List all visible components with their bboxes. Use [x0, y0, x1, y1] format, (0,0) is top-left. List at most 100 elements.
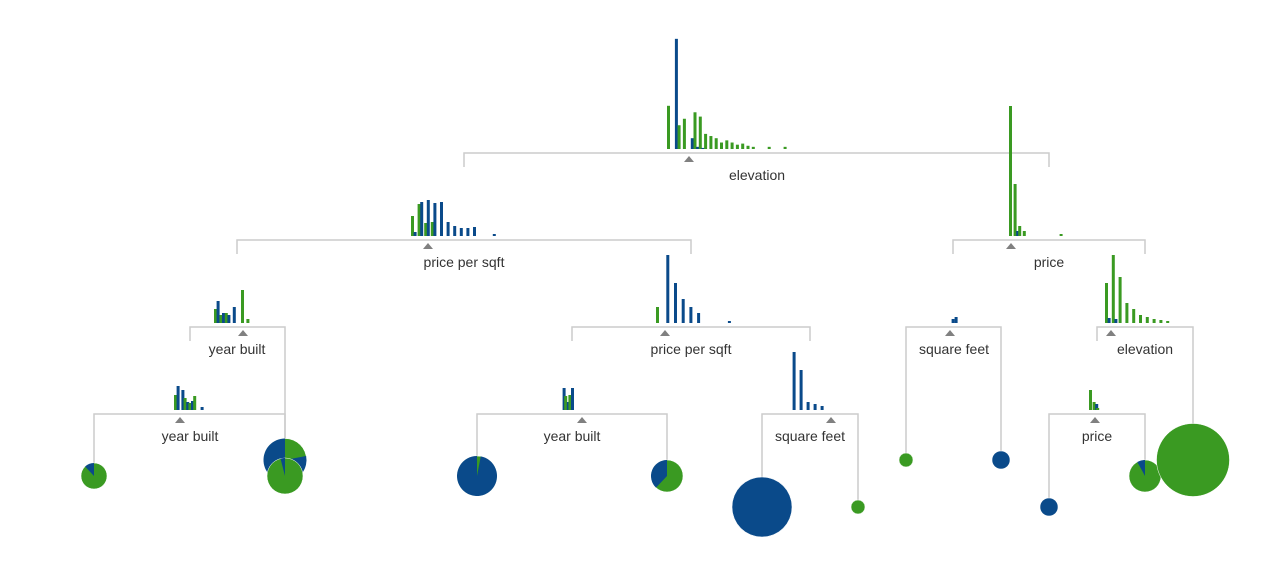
- histogram-bar-class-a: [666, 255, 670, 323]
- split-feature-label: elevation: [729, 167, 785, 183]
- leaf-slice-class-b: [898, 452, 914, 468]
- split-node-n9: square feet: [775, 352, 845, 444]
- histogram-bar-class-b: [1092, 402, 1096, 410]
- branch-line: [236, 239, 428, 254]
- histogram-bar-class-a: [689, 307, 693, 323]
- leaf-slice-class-a: [1039, 497, 1059, 517]
- histogram-bar-class-a: [420, 202, 424, 236]
- histogram-bar-class-a: [216, 301, 220, 323]
- split-threshold-marker: [577, 417, 587, 423]
- histogram-bar-class-a: [232, 307, 236, 323]
- histogram-bar-class-b: [430, 222, 434, 236]
- branch-line: [950, 326, 1002, 460]
- split-threshold-marker: [684, 156, 694, 162]
- leaf-pie-l3: [456, 455, 498, 497]
- leaf-slice-class-b: [850, 499, 866, 515]
- split-node-n4: price per sqft: [651, 255, 732, 357]
- histogram-bar-class-b: [656, 307, 659, 323]
- leaf-slice-class-a: [991, 450, 1011, 470]
- histogram-bar-class-b: [1089, 390, 1092, 410]
- histogram-bar-class-a: [1016, 231, 1020, 236]
- split-threshold-marker: [1106, 330, 1116, 336]
- split-feature-label: elevation: [1117, 341, 1173, 357]
- histogram-bar-class-a: [562, 388, 566, 410]
- branch-line: [905, 326, 950, 460]
- leaf-pie-l11: [1156, 423, 1230, 497]
- split-threshold-marker: [423, 243, 433, 249]
- histogram-bar-class-b: [1013, 184, 1017, 236]
- leaf-slice-class-a: [457, 456, 498, 497]
- histogram-bar-class-b: [725, 140, 729, 149]
- histogram-bar-class-a: [459, 228, 463, 236]
- histogram-bar-class-b: [1018, 226, 1022, 236]
- split-node-n7: year built: [162, 386, 219, 444]
- split-threshold-marker: [238, 330, 248, 336]
- histogram-bar-class-b: [746, 145, 750, 149]
- split-feature-label: year built: [209, 341, 266, 357]
- branch-line: [1011, 239, 1146, 254]
- leaf-pie-l4: [650, 459, 684, 493]
- branch-line: [428, 239, 692, 254]
- histogram-bar-class-b: [1022, 231, 1026, 236]
- branch-line: [582, 413, 668, 476]
- leaf-slice-class-a: [1137, 460, 1145, 476]
- histogram-bar-class-a: [440, 202, 443, 236]
- split-node-n10: price: [1082, 390, 1113, 444]
- histogram-bar-class-b: [767, 146, 771, 149]
- histogram-bar-class-b: [1009, 106, 1012, 236]
- histogram-bar-class-a: [473, 227, 476, 236]
- histogram-bar-class-a: [571, 388, 574, 410]
- split-node-n0: elevation: [667, 38, 787, 183]
- leaf-pie-l6: [898, 452, 914, 468]
- histogram-bar-class-b: [188, 403, 192, 410]
- histogram-bar-class-b: [1132, 309, 1136, 323]
- branch-line: [1048, 413, 1095, 507]
- split-threshold-marker: [660, 330, 670, 336]
- histogram-bar-class-a: [566, 402, 570, 410]
- histogram-bar-class-b: [735, 144, 739, 149]
- histogram-bar-class-a: [701, 147, 705, 149]
- leaf-pie-l9: [1039, 497, 1059, 517]
- histogram-bar-class-b: [714, 138, 718, 149]
- histogram-bar-class-b: [1166, 321, 1170, 323]
- histogram-bar-class-b: [1152, 319, 1156, 323]
- histogram-bar-class-a: [181, 390, 185, 410]
- histogram-bar-class-b: [693, 112, 697, 149]
- branch-line: [1111, 326, 1194, 460]
- branch-line: [689, 152, 1050, 167]
- histogram-bar-class-b: [709, 136, 713, 149]
- histogram-bar-class-a: [951, 319, 955, 323]
- split-threshold-marker: [175, 417, 185, 423]
- histogram-bar-class-a: [954, 317, 958, 323]
- leaf-slice-class-a: [651, 460, 667, 488]
- tree-nodes: elevation price per sqft price year built pr…: [162, 38, 1173, 444]
- histogram-bar-class-b: [174, 395, 177, 410]
- histogram-bar-class-a: [191, 401, 194, 410]
- histogram-bar-class-a: [446, 222, 450, 236]
- histogram-bar-class-b: [219, 315, 223, 323]
- histogram-bar-class-a: [696, 146, 700, 149]
- histogram-bar-class-b: [411, 216, 414, 236]
- histogram-bar-class-b: [1125, 303, 1129, 323]
- histogram-bar-class-a: [674, 38, 678, 150]
- split-feature-label: square feet: [919, 341, 989, 357]
- branch-line: [189, 326, 243, 341]
- histogram-bar-class-a: [690, 138, 694, 149]
- histogram-bar-class-b: [417, 204, 421, 236]
- histogram-bar-class-a: [1114, 319, 1118, 323]
- histogram-bar-class-b: [783, 146, 787, 149]
- histogram-bar-class-b: [564, 396, 568, 410]
- branch-line: [831, 413, 859, 507]
- histogram-bar-class-a: [492, 234, 496, 236]
- histogram-bar-class-a: [727, 321, 731, 323]
- histogram-bar-class-b: [704, 133, 708, 149]
- split-threshold-marker: [1006, 243, 1016, 249]
- histogram-bar-class-a: [674, 283, 677, 323]
- leaf-slice-class-a: [85, 463, 94, 476]
- split-feature-label: price: [1082, 428, 1113, 444]
- branch-line: [1095, 413, 1146, 476]
- histogram-bar-class-a: [813, 404, 817, 410]
- branch-line: [463, 152, 689, 167]
- histogram-bar-class-b: [246, 319, 250, 323]
- leaf-slice-class-b: [1156, 423, 1230, 497]
